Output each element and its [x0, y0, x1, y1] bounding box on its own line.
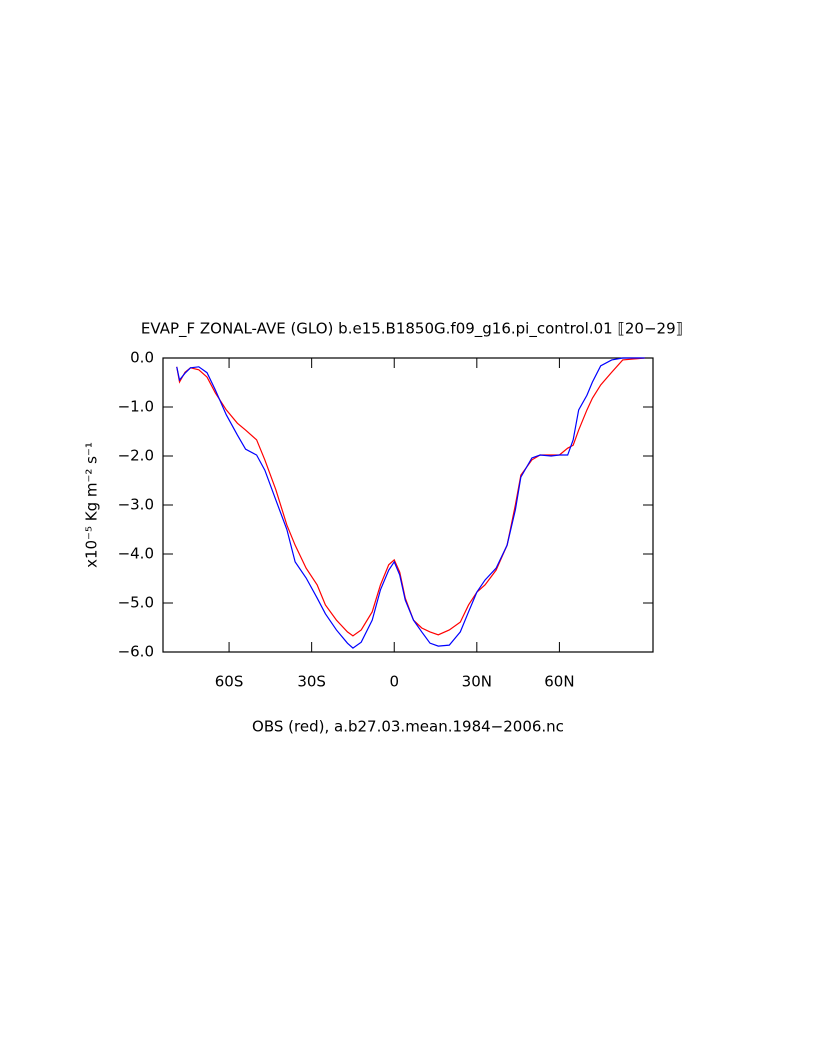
y-tick-label: 0.0 — [130, 349, 154, 367]
x-tick-label: 60N — [544, 673, 574, 691]
y-tick-label: −3.0 — [118, 496, 154, 514]
y-axis-label: x10⁻⁵ Kg m⁻² s⁻¹ — [83, 442, 101, 568]
x-tick-label: 0 — [389, 673, 399, 691]
x-tick-label: 30S — [297, 673, 326, 691]
data-line — [176, 357, 645, 637]
y-tick-label: −4.0 — [118, 545, 154, 563]
x-tick-label: 60S — [215, 673, 244, 691]
y-tick-label: −5.0 — [118, 594, 154, 612]
y-tick-label: −2.0 — [118, 447, 154, 465]
data-line — [176, 357, 645, 649]
y-tick-label: −6.0 — [118, 643, 154, 661]
x-tick-label: 30N — [462, 673, 492, 691]
y-tick-label: −1.0 — [118, 398, 154, 416]
chart-title: EVAP_F ZONAL-AVE (GLO) b.e15.B1850G.f09_… — [141, 320, 683, 339]
x-axis-label: OBS (red), a.b27.03.mean.1984−2006.nc — [252, 718, 564, 736]
